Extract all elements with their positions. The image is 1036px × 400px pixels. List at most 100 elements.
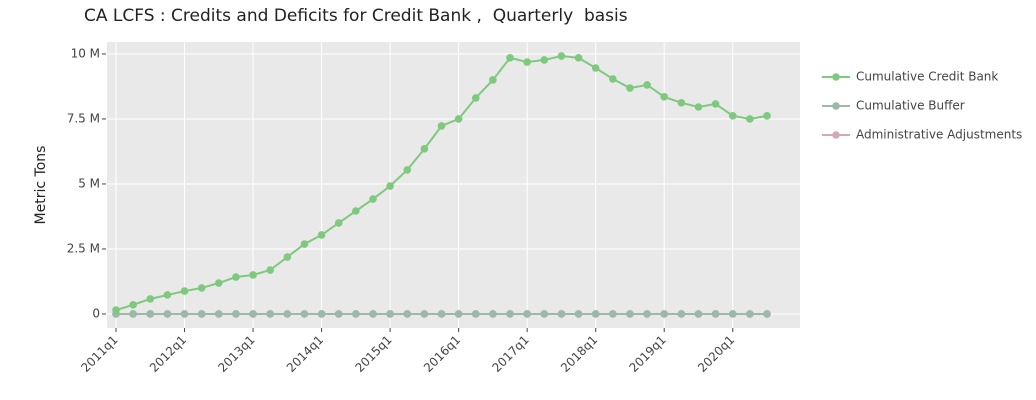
point — [643, 81, 651, 89]
point — [660, 93, 669, 101]
point — [557, 310, 566, 318]
point — [454, 115, 463, 123]
x-tick-label: 2019q1 — [627, 333, 669, 375]
point — [197, 310, 206, 318]
point — [300, 240, 309, 248]
point — [437, 122, 446, 130]
legend-marker — [832, 131, 840, 139]
x-tick-label: 2017q1 — [489, 333, 531, 375]
point — [180, 287, 189, 295]
x-tick-label: 2015q1 — [352, 333, 394, 375]
point — [146, 295, 155, 303]
point — [506, 54, 514, 62]
point — [609, 310, 617, 318]
point — [763, 310, 771, 318]
x-tick-label: 2013q1 — [215, 333, 257, 375]
point — [489, 76, 497, 84]
y-tick-label: 10 M — [71, 46, 100, 60]
point — [506, 310, 514, 318]
point — [317, 310, 326, 318]
point — [677, 99, 686, 107]
point — [574, 54, 583, 62]
point — [146, 310, 155, 318]
point — [711, 100, 720, 108]
point — [471, 310, 480, 318]
plot-area — [107, 42, 800, 328]
point — [266, 310, 274, 318]
point — [591, 310, 600, 318]
chart-title: CA LCFS : Credits and Deficits for Credi… — [84, 6, 628, 26]
point — [557, 52, 566, 60]
point — [626, 84, 634, 92]
point — [728, 112, 737, 120]
x-tick-label: 2020q1 — [695, 333, 737, 375]
point — [609, 75, 617, 83]
legend-marker — [832, 102, 840, 110]
point — [403, 310, 412, 318]
x-tick-label: 2012q1 — [147, 333, 189, 375]
point — [540, 56, 549, 64]
point — [489, 310, 497, 318]
point — [574, 310, 583, 318]
point — [711, 310, 720, 318]
point — [694, 310, 703, 318]
point — [369, 310, 377, 318]
legend-marker — [832, 73, 840, 81]
point — [677, 310, 686, 318]
point — [523, 58, 531, 66]
y-tick-label: 5 M — [78, 176, 100, 190]
point — [403, 166, 412, 174]
x-tick-label: 2016q1 — [421, 333, 463, 375]
point — [626, 310, 634, 318]
point — [232, 310, 240, 318]
point — [523, 310, 531, 318]
point — [334, 219, 343, 227]
point — [746, 115, 754, 123]
y-tick-label: 7.5 M — [67, 111, 100, 125]
point — [763, 112, 771, 120]
point — [334, 310, 343, 318]
point — [214, 310, 223, 318]
x-tick-label: 2018q1 — [558, 333, 600, 375]
point — [540, 310, 549, 318]
point — [643, 310, 651, 318]
point — [437, 310, 446, 318]
point — [283, 310, 292, 318]
x-tick-label: 2014q1 — [284, 333, 326, 375]
point — [386, 182, 394, 190]
point — [249, 310, 257, 318]
point — [180, 310, 189, 318]
point — [266, 266, 274, 274]
point — [197, 284, 206, 292]
point — [214, 279, 223, 287]
y-tick-label: 2.5 M — [67, 241, 100, 255]
point — [232, 273, 240, 281]
point — [249, 271, 257, 279]
point — [728, 310, 737, 318]
legend-label: Administrative Adjustments — [856, 128, 1022, 142]
point — [352, 207, 360, 215]
legend-label: Cumulative Buffer — [856, 99, 965, 113]
point — [420, 310, 429, 318]
point — [420, 145, 429, 153]
point — [694, 103, 703, 111]
point — [163, 291, 172, 299]
point — [746, 310, 754, 318]
legend-label: Cumulative Credit Bank — [856, 70, 998, 84]
y-axis-title: Metric Tons — [33, 146, 49, 225]
point — [317, 231, 326, 239]
point — [454, 310, 463, 318]
point — [112, 306, 120, 314]
point — [129, 301, 137, 309]
point — [369, 195, 377, 203]
x-tick-label: 2011q1 — [78, 333, 120, 375]
point — [283, 253, 292, 261]
y-tick-label: 0 — [92, 306, 100, 320]
point — [471, 94, 480, 102]
point — [300, 310, 309, 318]
point — [163, 310, 172, 318]
point — [660, 310, 669, 318]
point — [352, 310, 360, 318]
point — [386, 310, 394, 318]
